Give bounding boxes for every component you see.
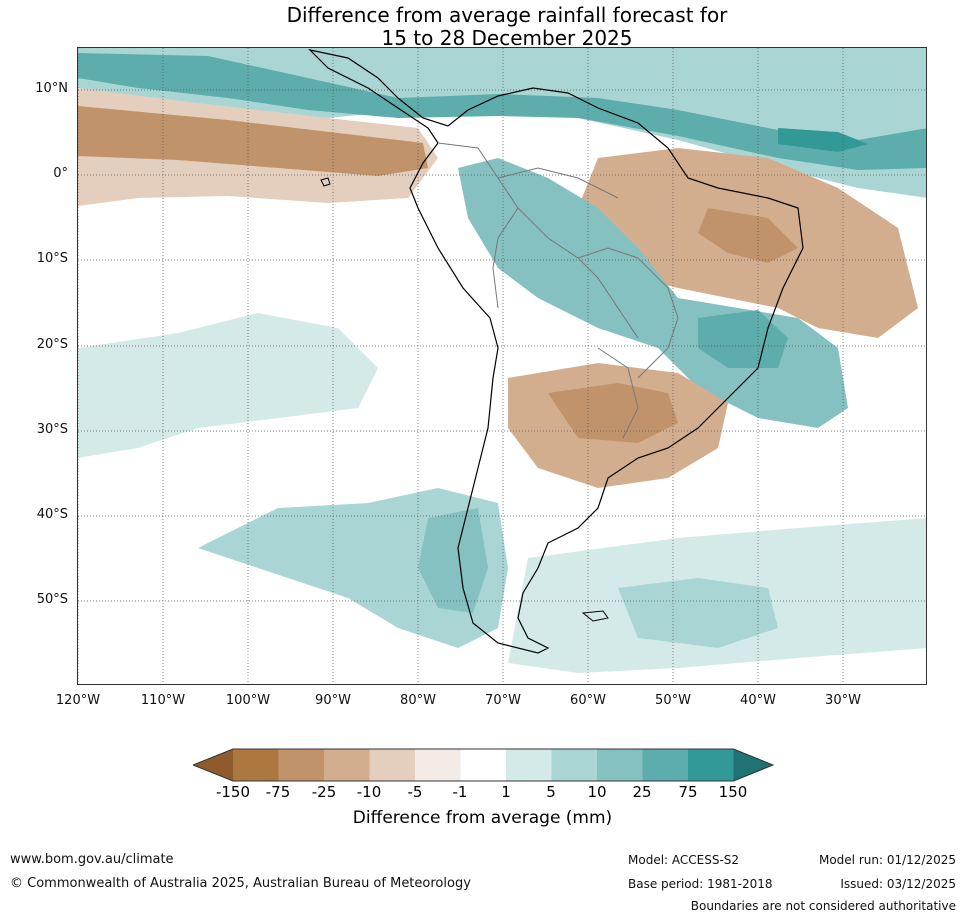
lon-label-40w: 40°W bbox=[740, 693, 776, 708]
lon-label-50w: 50°W bbox=[655, 693, 691, 708]
colorbar-cell-9 bbox=[597, 749, 643, 781]
colorbar-cell-8 bbox=[551, 749, 597, 781]
pacific-light-wet bbox=[78, 313, 378, 458]
colorbar-title: Difference from average (mm) bbox=[352, 808, 613, 828]
lon-label-60w: 60°W bbox=[570, 693, 606, 708]
colorbar-cell-4 bbox=[369, 749, 415, 781]
lon-label-120w: 120°W bbox=[55, 693, 101, 708]
colorbar-tick-0: -150 bbox=[215, 783, 251, 801]
issued-date: Issued: 03/12/2025 bbox=[840, 877, 956, 891]
base-period: Base period: 1981-2018 bbox=[628, 877, 773, 891]
model-name: Model: ACCESS-S2 bbox=[628, 853, 740, 867]
lon-label-100w: 100°W bbox=[225, 693, 271, 708]
website-link[interactable]: www.bom.gov.au/climate bbox=[10, 852, 174, 867]
colorbar-cell-1 bbox=[233, 749, 279, 781]
colorbar-tick-6: 1 bbox=[501, 783, 511, 801]
falkland-islands bbox=[581, 610, 609, 622]
title-line-2: 15 to 28 December 2025 bbox=[381, 26, 633, 50]
lon-label-70w: 70°W bbox=[485, 693, 521, 708]
brazil-dry-core bbox=[698, 208, 798, 263]
lon-label-80w: 80°W bbox=[400, 693, 436, 708]
south-america-coastline bbox=[308, 48, 804, 654]
colorbar-outline bbox=[193, 748, 775, 782]
lat-label-20s: 20°S bbox=[36, 337, 68, 352]
colorbar-tick-10: 75 bbox=[678, 783, 698, 801]
lat-label-10n: 10°N bbox=[35, 81, 68, 96]
colorbar-cell-11 bbox=[688, 749, 734, 781]
lat-label-50s: 50°S bbox=[36, 592, 68, 607]
north-wet-band-strong bbox=[778, 128, 868, 152]
colorbar-cell-5 bbox=[415, 749, 461, 781]
galapagos-islands bbox=[320, 177, 331, 187]
patagonia-wet-core bbox=[418, 508, 488, 613]
pacific-dry-band-core bbox=[78, 106, 428, 176]
colorbar-tick-7: 5 bbox=[546, 783, 556, 801]
lat-label-30s: 30°S bbox=[36, 422, 68, 437]
rainfall-map bbox=[77, 47, 927, 685]
lat-label-40s: 40°S bbox=[36, 507, 68, 522]
lon-label-30w: 30°W bbox=[825, 693, 861, 708]
colorbar-cell-6 bbox=[460, 749, 506, 781]
colorbar-tick-11: 150 bbox=[718, 783, 748, 801]
colorbar-cell-7 bbox=[506, 749, 552, 781]
colorbar-cell-3 bbox=[324, 749, 370, 781]
south-atlantic-wet bbox=[618, 578, 778, 648]
southern-dry-core bbox=[548, 383, 678, 443]
map-canvas bbox=[78, 48, 926, 684]
colorbar bbox=[193, 748, 775, 782]
colorbar-cell-2 bbox=[278, 749, 324, 781]
colorbar-tick-8: 10 bbox=[587, 783, 607, 801]
colorbar-cell-10 bbox=[642, 749, 688, 781]
central-wet-core bbox=[698, 310, 788, 368]
colorbar-cell-12 bbox=[733, 749, 773, 781]
model-run-date: Model run: 01/12/2025 bbox=[818, 853, 956, 867]
map-title: Difference from average rainfall forecas… bbox=[0, 4, 965, 50]
graticule bbox=[78, 48, 926, 684]
copyright-text: © Commonwealth of Australia 2025, Austra… bbox=[10, 876, 471, 891]
lon-label-90w: 90°W bbox=[315, 693, 351, 708]
colorbar-tick-1: -75 bbox=[265, 783, 291, 801]
lat-label-0: 0° bbox=[53, 166, 68, 181]
country-boundaries bbox=[437, 142, 679, 439]
lat-label-10s: 10°S bbox=[36, 251, 68, 266]
colorbar-tick-4: -5 bbox=[407, 783, 423, 801]
north-wet-band-core bbox=[78, 53, 926, 170]
colorbar-tick-9: 25 bbox=[632, 783, 652, 801]
boundaries-disclaimer: Boundaries are not considered authoritat… bbox=[690, 899, 956, 913]
colorbar-tick-2: -25 bbox=[311, 783, 337, 801]
title-line-1: Difference from average rainfall forecas… bbox=[286, 3, 728, 27]
lon-label-110w: 110°W bbox=[140, 693, 186, 708]
colorbar-tick-3: -10 bbox=[356, 783, 382, 801]
colorbar-tick-5: -1 bbox=[452, 783, 468, 801]
colorbar-cell-0 bbox=[193, 749, 233, 781]
